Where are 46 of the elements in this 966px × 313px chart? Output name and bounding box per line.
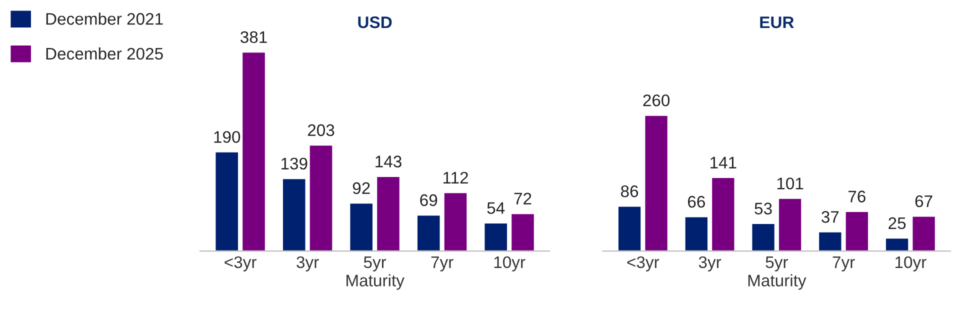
bar: [818, 230, 843, 252]
x-tick-label: 5yr: [364, 256, 386, 272]
data-label: 112: [443, 172, 468, 184]
data-label: 69: [420, 194, 438, 206]
x-tick-label: 3yr: [698, 256, 722, 272]
data-label: 141: [710, 156, 736, 168]
legend-label: December 2021: [46, 12, 163, 25]
data-label: 76: [848, 190, 866, 202]
x-tick-label: 5yr: [766, 256, 788, 272]
data-label: 101: [777, 178, 804, 190]
x-axis-title: Maturity: [748, 274, 806, 290]
data-label: 66: [688, 196, 705, 208]
data-label: 381: [240, 31, 267, 44]
x-tick-label: 10yr: [494, 256, 526, 272]
data-label: 25: [888, 217, 906, 230]
data-label: 86: [620, 185, 638, 198]
x-tick-label: 7yr: [832, 256, 855, 272]
data-label: 190: [214, 131, 240, 143]
bar: [644, 114, 669, 252]
legend-label: December 2025: [46, 47, 163, 60]
data-label: 203: [308, 124, 334, 136]
x-tick-label: 7yr: [431, 256, 454, 272]
data-label: 53: [754, 202, 772, 214]
bar: [617, 205, 642, 252]
data-label: 54: [487, 202, 505, 214]
bar: [884, 237, 910, 252]
bar: [442, 192, 468, 252]
x-tick-label: 10yr: [895, 256, 926, 272]
data-label: 139: [281, 158, 308, 170]
bar: [308, 144, 334, 252]
data-label: 143: [376, 156, 402, 168]
data-label: 67: [915, 195, 932, 208]
data-label: 72: [514, 192, 532, 204]
chart-title: USD: [358, 16, 392, 28]
data-label: 92: [352, 182, 370, 194]
x-tick-label: 3yr: [296, 256, 319, 272]
bar: [282, 178, 307, 252]
bar: [416, 214, 442, 252]
chart-title: EUR: [760, 16, 794, 28]
data-label: 37: [822, 211, 839, 223]
data-label: 260: [643, 94, 670, 106]
bar: [844, 210, 870, 252]
bar: [911, 215, 936, 252]
x-tick-label: <3yr: [627, 256, 660, 272]
x-axis-title: Maturity: [346, 274, 404, 290]
x-tick-label: <3yr: [224, 256, 256, 272]
